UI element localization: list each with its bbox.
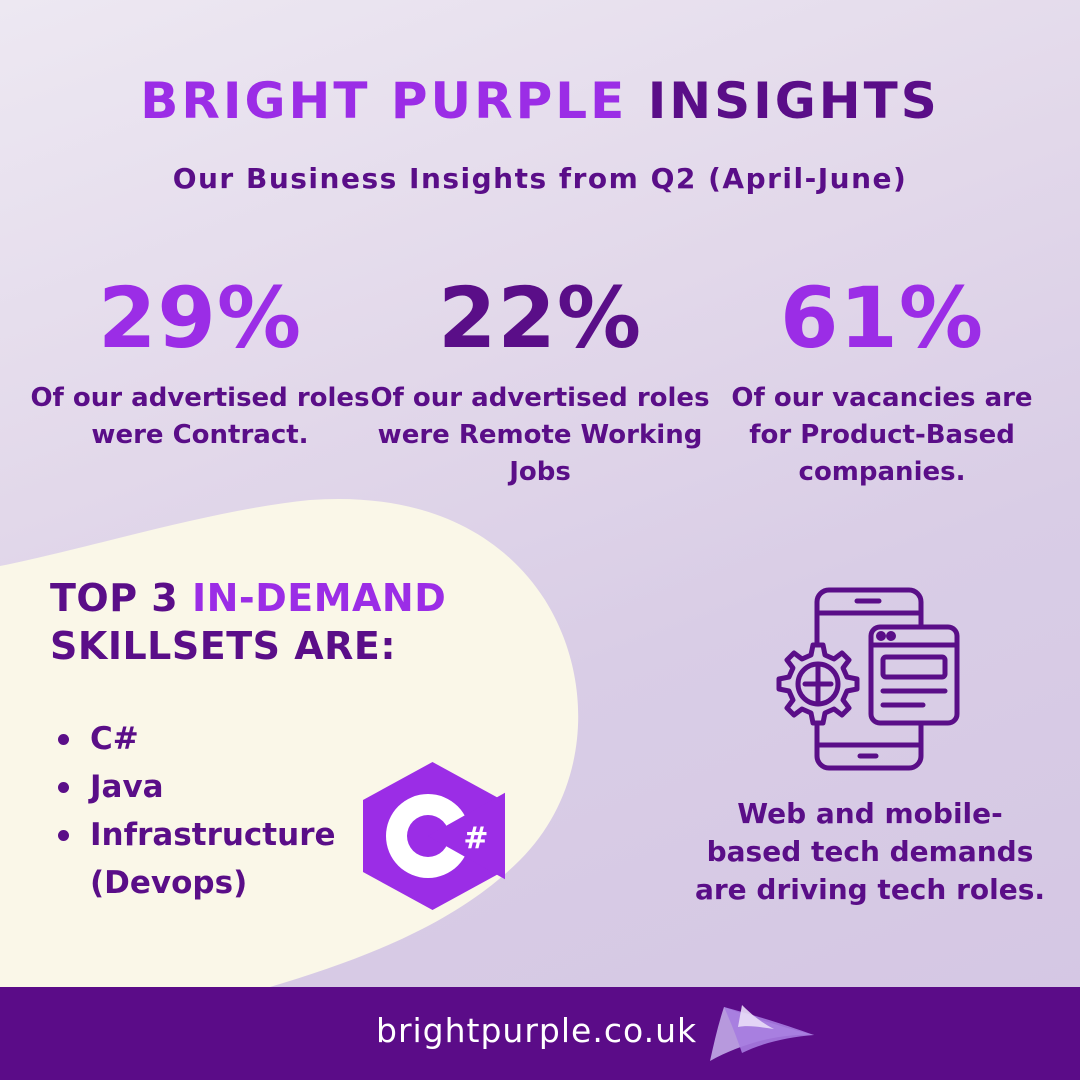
footer-url-link[interactable]: brightpurple.co.uk [376, 1011, 698, 1050]
stat-product-based: 61% Of our vacancies are for Product-Bas… [712, 270, 1052, 491]
skill-item-infrastructure: Infrastructure (Devops) [48, 811, 368, 907]
stat-contract: 29% Of our advertised roles were Contrac… [30, 270, 370, 454]
title-bright-purple: BRIGHT PURPLE [140, 72, 628, 130]
skill-item-csharp: C# [48, 715, 368, 763]
tech-demand-text: Web and mobile-based tech demands are dr… [694, 797, 1046, 906]
stat-value: 61% [779, 269, 985, 367]
mobile-web-gear-icon [776, 587, 960, 771]
bright-purple-logo-icon [710, 1005, 814, 1061]
stat-value: 22% [437, 269, 643, 367]
page-subtitle: Our Business Insights from Q2 (April-Jun… [172, 162, 908, 195]
skills-heading-part2: SKILLSETS ARE: [50, 624, 397, 668]
footer: brightpurple.co.uk [0, 987, 1080, 1080]
skills-heading-highlight: IN-DEMAND [191, 576, 447, 620]
page-title: BRIGHT PURPLE INSIGHTS [0, 72, 1080, 130]
title-insights: INSIGHTS [647, 72, 940, 130]
stat-description: Of our vacancies are for Product-Based c… [731, 383, 1033, 487]
skills-heading-part1: TOP 3 [50, 576, 179, 620]
csharp-logo-icon: # [363, 762, 505, 910]
stat-value: 29% [97, 269, 303, 367]
stat-description: Of our advertised roles were Contract. [30, 383, 370, 450]
skill-item-java: Java [48, 763, 368, 811]
skills-list: C# Java Infrastructure (Devops) [48, 715, 368, 907]
stat-remote: 22% Of our advertised roles were Remote … [370, 270, 710, 491]
csharp-hash-text: # [463, 821, 488, 856]
skills-heading: TOP 3 IN-DEMAND SKILLSETS ARE: [50, 574, 446, 670]
stat-description: Of our advertised roles were Remote Work… [370, 383, 710, 487]
